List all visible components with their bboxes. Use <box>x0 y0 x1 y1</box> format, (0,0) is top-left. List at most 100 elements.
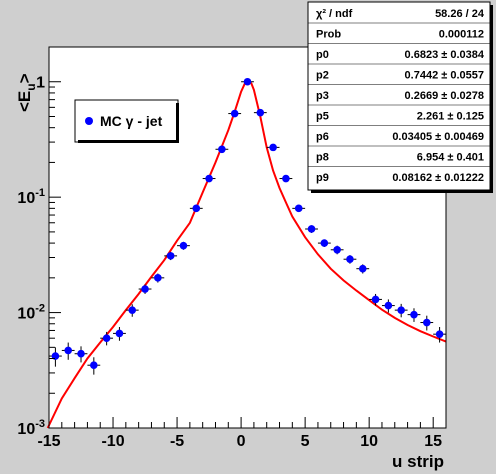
stats-row-label: p3 <box>316 90 329 102</box>
data-point <box>356 264 370 274</box>
data-point <box>317 239 331 248</box>
y-tick-label: 10-3 <box>17 418 45 438</box>
stats-row-label: χ² / ndf <box>316 8 353 20</box>
stats-row-value: 0.2669 ± 0.0278 <box>405 90 484 102</box>
data-point <box>369 293 382 306</box>
point-marker <box>346 255 354 264</box>
stats-row-value: 6.954 ± 0.401 <box>417 152 484 164</box>
legend-shadow-side <box>176 103 179 143</box>
point-marker <box>243 77 252 86</box>
data-point <box>177 241 190 250</box>
point-marker <box>192 204 201 213</box>
point-marker <box>51 352 60 360</box>
stats-row-value: 0.6823 ± 0.0384 <box>405 49 485 61</box>
point-marker <box>333 245 341 254</box>
data-point <box>343 255 357 264</box>
point-marker <box>166 252 175 260</box>
data-point <box>189 204 203 213</box>
data-point <box>151 273 165 283</box>
x-tick-label: 5 <box>301 433 310 450</box>
y-title-sub: u <box>24 83 38 90</box>
point-marker <box>256 108 265 117</box>
point-marker <box>358 264 367 273</box>
fit-curve <box>46 80 447 429</box>
point-marker <box>422 318 431 327</box>
stats-row-value: 0.08162 ± 0.01222 <box>392 172 484 184</box>
point-marker <box>410 310 418 319</box>
point-marker <box>294 204 303 213</box>
point-marker <box>154 274 162 282</box>
point-marker <box>179 241 188 250</box>
stats-box-frame <box>307 1 491 191</box>
stats-row-value: 0.03405 ± 0.00469 <box>392 131 484 143</box>
svg-text:<Eu>: <Eu> <box>15 73 38 112</box>
data-point <box>253 108 267 117</box>
x-tick-label: -15 <box>37 433 60 450</box>
legend-shadow <box>78 140 179 143</box>
y-tick-label: 10-2 <box>17 303 45 323</box>
data-point <box>407 308 421 322</box>
data-point <box>74 346 88 363</box>
data-point <box>433 327 446 343</box>
y-tick-label: 1 <box>36 75 45 92</box>
point-marker <box>115 329 124 338</box>
point-marker <box>64 346 73 355</box>
y-title-close: > <box>15 73 34 83</box>
stats-box-shadow-side <box>490 5 493 193</box>
data-point <box>292 204 306 213</box>
point-marker <box>435 330 444 338</box>
stats-row-value: 2.261 ± 0.125 <box>417 111 484 123</box>
point-marker <box>141 285 149 293</box>
data-point <box>394 303 408 318</box>
x-tick-label: -5 <box>170 433 184 450</box>
data-point <box>100 331 114 346</box>
data-point <box>138 284 152 294</box>
plot-frame <box>48 46 447 429</box>
data-point <box>305 225 318 233</box>
data-point <box>202 174 216 183</box>
point-marker <box>397 306 405 314</box>
data-point <box>49 347 62 367</box>
x-axis: -15 -10 -5 0 5 10 15 <box>37 417 447 450</box>
point-marker <box>320 239 329 247</box>
x-axis-title: u strip <box>392 452 444 471</box>
point-marker <box>205 174 213 183</box>
data-point <box>420 315 434 331</box>
data-point <box>241 77 254 86</box>
data-points-group <box>49 77 446 375</box>
stats-row-value: 0.000112 <box>439 29 484 41</box>
data-point <box>215 145 229 154</box>
x-tick-label: 0 <box>237 433 246 450</box>
point-marker <box>307 225 316 233</box>
point-marker <box>384 301 393 310</box>
stats-box-shadow <box>311 190 493 193</box>
point-marker <box>77 349 85 358</box>
stats-row-label: p8 <box>316 152 329 164</box>
stats-row-label: p9 <box>316 172 329 184</box>
x-tick-label: 15 <box>424 433 442 450</box>
point-marker <box>230 109 239 118</box>
y-title-main: <E <box>15 91 34 112</box>
point-marker <box>128 306 137 314</box>
stats-row-value: 58.26 / 24 <box>435 8 485 20</box>
x-tick-label: -10 <box>101 433 124 450</box>
y-axis-title: <Eu> <box>15 73 38 112</box>
stats-row-label: p6 <box>316 131 329 143</box>
data-point <box>228 109 242 118</box>
data-point <box>61 342 75 360</box>
legend: MC γ - jet <box>74 99 179 143</box>
stats-row-label: p0 <box>316 49 329 61</box>
data-point <box>113 327 126 341</box>
point-marker <box>218 145 226 154</box>
data-point <box>330 245 344 255</box>
y-axis: 1 10-1 10-2 10-3 <box>17 46 61 438</box>
point-marker <box>371 295 380 304</box>
legend-label: MC γ - jet <box>100 113 163 129</box>
stats-row-value: 0.7442 ± 0.0557 <box>405 70 484 82</box>
point-marker <box>90 361 98 370</box>
data-point <box>87 357 101 375</box>
stats-box: χ² / ndf 58.26 / 24 Prob 0.000112 p0 0.6823 ±… <box>307 1 493 193</box>
stats-row-label: p5 <box>316 111 329 123</box>
